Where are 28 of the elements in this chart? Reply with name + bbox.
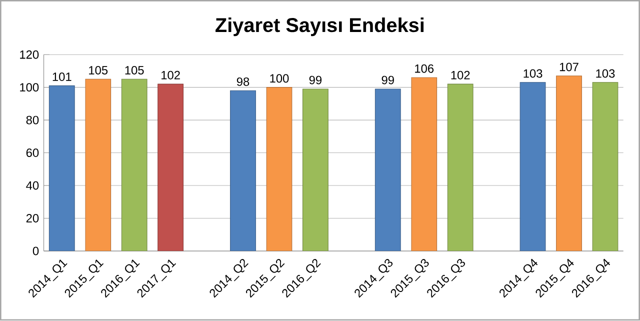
data-label: 105: [125, 66, 144, 75]
y-tick-label: 0: [32, 246, 39, 256]
data-label: 98: [236, 78, 250, 86]
data-label: 99: [382, 76, 394, 84]
data-label: 103: [596, 69, 615, 78]
y-tick-label: 100: [20, 83, 39, 92]
bar: [592, 82, 618, 252]
data-label: 106: [415, 64, 434, 74]
data-label: 101: [52, 72, 72, 82]
bar: [48, 86, 75, 252]
data-label: 99: [309, 76, 322, 84]
bar: [266, 87, 292, 252]
data-label: 100: [270, 74, 289, 83]
data-label: 107: [560, 62, 578, 72]
data-label: 102: [162, 71, 180, 80]
data-label: 103: [524, 69, 542, 78]
y-tick-label: 60: [26, 148, 39, 158]
bar: [85, 79, 112, 252]
bar: [302, 88, 328, 252]
y-tick-label: 40: [26, 181, 39, 190]
chart-title: Ziyaret Sayısı Endeksi: [216, 18, 424, 36]
y-tick-label: 80: [26, 116, 39, 124]
y-tick-label: 120: [20, 50, 39, 60]
data-label: 105: [89, 66, 108, 75]
bar: [411, 77, 438, 252]
y-tick-label: 20: [26, 214, 39, 223]
bar: [121, 79, 148, 252]
data-label: 102: [451, 71, 470, 80]
